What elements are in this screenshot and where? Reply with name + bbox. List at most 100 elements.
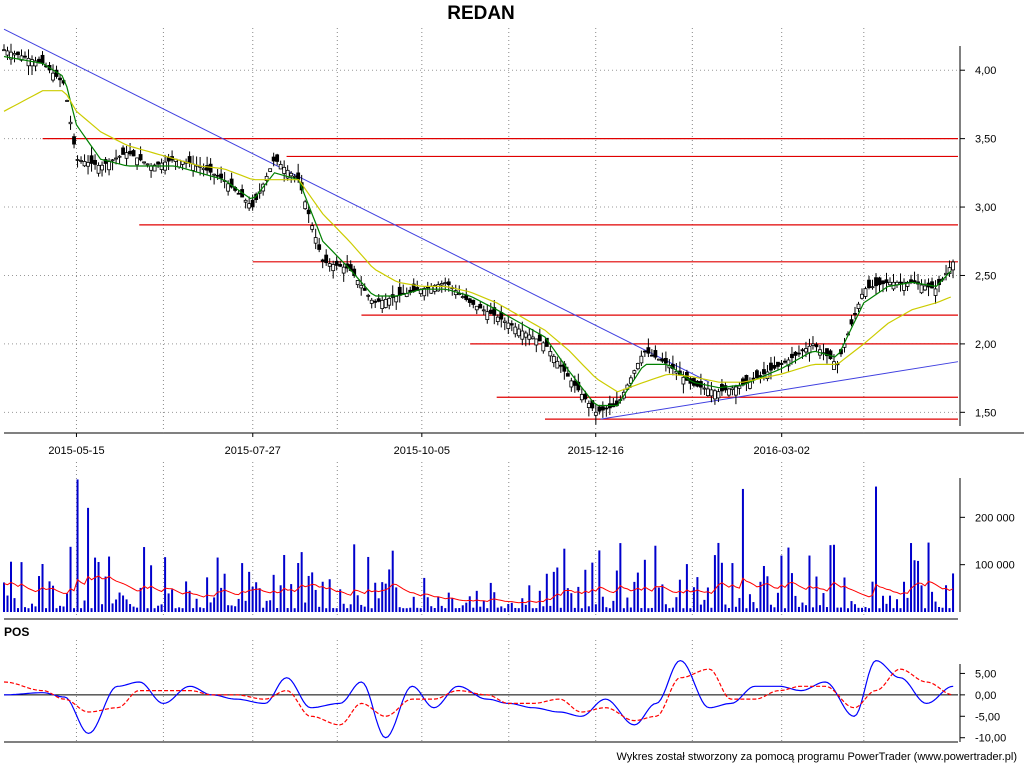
candle-body: [558, 364, 563, 367]
candle-body: [443, 282, 448, 284]
volume-bar: [20, 562, 23, 612]
candle-body: [247, 203, 252, 209]
volume-bar: [192, 608, 195, 612]
volume-bar: [153, 608, 156, 612]
candle-body: [268, 168, 273, 172]
volume-bar: [657, 587, 660, 612]
volume-bar: [87, 507, 90, 612]
candle-body: [863, 288, 868, 297]
candle-body: [870, 286, 875, 289]
candle-body: [327, 263, 332, 267]
volume-bar: [563, 548, 566, 612]
volume-bar: [594, 604, 597, 612]
volume-bar: [636, 572, 639, 612]
volume-bar: [55, 608, 58, 612]
volume-bar: [10, 561, 13, 612]
candle-body: [653, 350, 658, 358]
volume-bar: [783, 608, 786, 612]
volume-bar: [938, 606, 941, 612]
volume-bar: [3, 582, 5, 612]
volume-bar: [101, 604, 104, 612]
candle-body: [811, 343, 815, 346]
candle-body: [100, 164, 104, 171]
candle-body: [5, 50, 10, 56]
volume-bar: [90, 608, 93, 612]
volume-bar: [220, 587, 223, 612]
volume-bar: [454, 608, 457, 612]
volume-bar: [860, 607, 863, 612]
x-tick-label: 2016-03-02: [754, 445, 810, 457]
volume-bar: [931, 591, 934, 612]
volume-bar: [276, 608, 279, 612]
candle-body: [285, 169, 290, 179]
volume-bar: [461, 605, 464, 612]
oscillator-label: POS: [4, 625, 29, 639]
candle-body: [23, 55, 27, 58]
candle-body: [65, 100, 69, 102]
volume-bar: [829, 545, 832, 612]
volume-bar: [896, 599, 899, 612]
candle-body: [551, 355, 556, 364]
candle-body: [303, 201, 308, 210]
candle-body: [569, 380, 574, 388]
volume-bar: [612, 600, 615, 612]
moving-average-line: [3, 90, 952, 393]
volume-bar: [591, 562, 594, 612]
volume-bar: [706, 587, 709, 612]
volume-bar: [426, 597, 429, 612]
candle-body: [509, 323, 514, 326]
volume-bar: [629, 607, 632, 612]
volume-bar: [843, 577, 846, 612]
candle-body: [730, 387, 735, 391]
volume-bar: [395, 587, 398, 612]
volume-bar: [605, 607, 608, 612]
candle-body: [124, 152, 129, 159]
volume-bar: [762, 565, 765, 612]
volume-bar: [619, 543, 622, 612]
volume-bar: [171, 589, 174, 612]
candle-body: [600, 406, 605, 411]
volume-bar: [755, 608, 758, 612]
volume-bar: [846, 608, 849, 612]
volume-bar: [857, 607, 860, 612]
candle-body: [79, 160, 83, 162]
volume-bar: [262, 607, 265, 612]
candle-body: [723, 385, 728, 391]
volume-bar: [864, 607, 867, 612]
candle-body: [460, 296, 465, 298]
volume-bar: [209, 602, 212, 612]
oscillator-signal-line: [3, 668, 954, 726]
x-tick-label: 2015-07-27: [225, 445, 281, 457]
candle-body: [713, 390, 717, 400]
volume-bar: [710, 607, 713, 612]
candle-body: [117, 155, 122, 158]
volume-bar: [479, 606, 482, 612]
volume-bar: [339, 589, 342, 612]
candle-body: [26, 57, 31, 67]
volume-bar: [185, 581, 188, 612]
volume-bar: [332, 608, 335, 612]
volume-bar: [290, 584, 293, 612]
volume-bar: [664, 604, 667, 612]
candle-body: [783, 360, 787, 363]
volume-bar: [521, 598, 524, 612]
volume-bar: [139, 587, 142, 612]
volume-bar: [917, 560, 920, 612]
candle-body: [208, 163, 213, 173]
candle-body: [951, 261, 955, 271]
volume-bar: [6, 595, 9, 612]
volume-panel: 200 000 100 000: [3, 462, 1015, 620]
volume-bar: [853, 604, 856, 612]
candle-body: [313, 237, 318, 244]
volume-bar: [573, 607, 576, 612]
volume-bar: [731, 563, 734, 612]
candle-body: [646, 347, 651, 354]
candle-body: [565, 373, 570, 377]
volume-bar: [503, 608, 506, 612]
candle-body: [520, 330, 525, 340]
candle-body: [376, 298, 381, 302]
volume-bar: [556, 567, 559, 612]
candle-body: [12, 53, 17, 56]
volume-bar: [367, 556, 370, 612]
volume-bar: [920, 585, 923, 612]
